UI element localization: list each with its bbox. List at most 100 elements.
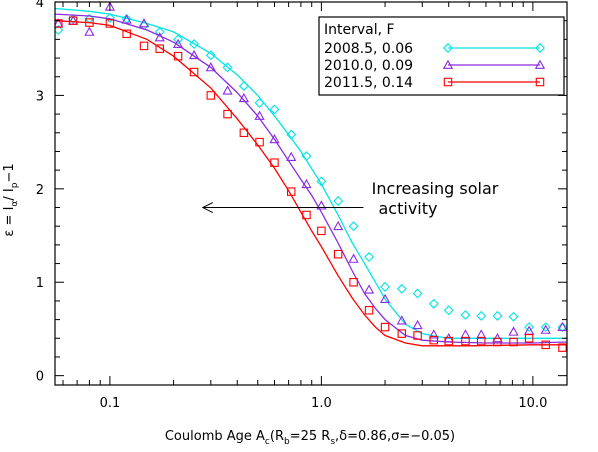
legend-entry-label: 2008.5, 0.06 bbox=[324, 41, 413, 57]
data-point bbox=[55, 19, 63, 28]
legend-marker bbox=[535, 43, 545, 53]
data-point bbox=[301, 178, 312, 189]
data-point bbox=[476, 336, 486, 346]
data-point bbox=[333, 195, 344, 206]
data-point bbox=[396, 283, 407, 294]
y-tick-label: 3 bbox=[36, 89, 44, 104]
data-point bbox=[413, 331, 422, 340]
data-point bbox=[444, 336, 453, 346]
legend-entry-label: 2010.0, 0.09 bbox=[324, 58, 413, 74]
data-point bbox=[206, 91, 216, 100]
data-point bbox=[460, 309, 471, 320]
annotation-line-2: activity bbox=[379, 199, 438, 218]
data-point bbox=[172, 38, 184, 48]
data-point bbox=[317, 226, 326, 236]
data-point bbox=[316, 176, 327, 187]
data-point bbox=[540, 324, 551, 334]
data-point bbox=[428, 298, 439, 309]
data-point bbox=[476, 310, 487, 321]
data-point bbox=[270, 158, 279, 167]
series-layer bbox=[55, 2, 567, 352]
data-point bbox=[173, 34, 184, 45]
data-point bbox=[105, 19, 115, 28]
data-point bbox=[540, 322, 551, 333]
series-line-1 bbox=[55, 13, 567, 344]
legend-marker bbox=[443, 43, 453, 53]
data-point bbox=[254, 110, 265, 120]
data-point bbox=[189, 67, 199, 77]
data-point bbox=[492, 310, 503, 321]
legend-markers bbox=[442, 43, 546, 87]
legend-marker bbox=[443, 77, 453, 87]
data-point bbox=[302, 210, 311, 220]
data-point bbox=[396, 315, 407, 325]
data-point bbox=[349, 277, 358, 287]
data-point bbox=[269, 133, 280, 144]
annotation-line-1: Increasing solar bbox=[372, 179, 499, 198]
x-axis-label: Coulomb Age Ac(Rb=25 Rs,δ=0.86,σ=−0.05) bbox=[165, 429, 455, 447]
data-point bbox=[397, 329, 407, 338]
data-point bbox=[238, 92, 250, 103]
data-point bbox=[412, 288, 423, 299]
data-point bbox=[364, 252, 375, 262]
data-point bbox=[380, 281, 391, 292]
data-point bbox=[286, 129, 297, 140]
legend-marker bbox=[442, 59, 454, 69]
data-point bbox=[222, 85, 233, 95]
data-point bbox=[428, 329, 439, 339]
data-point bbox=[508, 326, 519, 336]
x-tick-label: 0.1 bbox=[100, 396, 121, 411]
data-point bbox=[443, 305, 454, 316]
data-point bbox=[138, 18, 150, 28]
data-point bbox=[239, 128, 249, 138]
y-tick-label: 4 bbox=[36, 0, 44, 11]
data-point bbox=[139, 41, 149, 51]
series-line-2 bbox=[55, 20, 567, 347]
legend-marker bbox=[535, 77, 545, 87]
data-point bbox=[379, 293, 391, 303]
y-tick-label: 1 bbox=[36, 276, 44, 291]
y-axis-label: ε = Iα/ Ip−1 bbox=[2, 163, 20, 236]
data-point bbox=[557, 322, 567, 333]
data-point bbox=[238, 81, 249, 92]
data-point bbox=[84, 26, 95, 36]
data-point bbox=[188, 49, 200, 60]
legend-entry-label: 2011.5, 0.14 bbox=[324, 75, 413, 91]
data-point bbox=[476, 329, 487, 339]
data-point bbox=[155, 44, 164, 53]
data-point bbox=[429, 335, 439, 345]
annotation: Increasing solar activity bbox=[201, 179, 499, 218]
data-point bbox=[205, 50, 216, 61]
data-point bbox=[154, 32, 165, 42]
data-point bbox=[104, 12, 115, 23]
data-point bbox=[524, 322, 535, 333]
annotation-arrowhead bbox=[201, 202, 214, 213]
legend: Interval, F 2008.5, 0.06 2010.0, 0.09 20… bbox=[318, 16, 565, 96]
data-point bbox=[269, 104, 280, 115]
data-point bbox=[222, 62, 233, 73]
plot-frame bbox=[54, 1, 568, 386]
data-point bbox=[255, 137, 264, 147]
data-point bbox=[205, 62, 216, 72]
legend-title: Interval, F bbox=[324, 22, 395, 38]
data-point bbox=[557, 321, 567, 331]
y-tick-label: 2 bbox=[36, 183, 44, 198]
data-point bbox=[460, 329, 471, 339]
data-point bbox=[333, 249, 343, 259]
data-point bbox=[508, 311, 519, 322]
data-point bbox=[493, 337, 502, 347]
data-point bbox=[333, 220, 344, 231]
data-point bbox=[122, 29, 131, 39]
data-point bbox=[541, 340, 550, 350]
data-point bbox=[121, 14, 132, 24]
data-point bbox=[301, 151, 312, 162]
data-point bbox=[286, 151, 297, 161]
data-point bbox=[364, 306, 374, 315]
legend-marker bbox=[534, 59, 546, 69]
data-point bbox=[68, 16, 78, 25]
data-point bbox=[286, 187, 296, 196]
data-point bbox=[85, 18, 94, 27]
series-line-0 bbox=[55, 7, 567, 339]
y-tick-label: 0 bbox=[36, 370, 44, 385]
data-point bbox=[189, 39, 200, 50]
